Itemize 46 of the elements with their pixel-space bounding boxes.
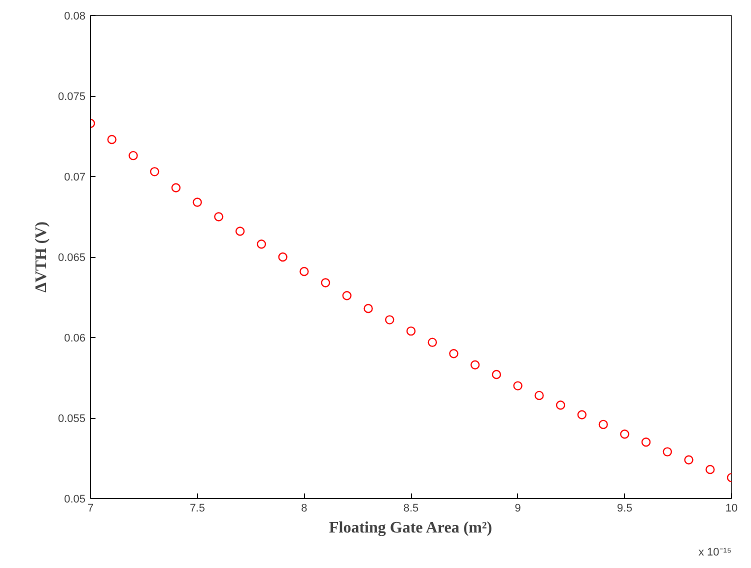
- point: [556, 400, 566, 410]
- x-tick-label: 10: [725, 502, 738, 514]
- y-axis-title: ΔVTH (V): [32, 222, 50, 292]
- point: [128, 150, 138, 160]
- y-tick-label: 0.075: [58, 91, 86, 103]
- point: [364, 304, 373, 314]
- point: [342, 291, 352, 300]
- point: [150, 167, 160, 176]
- point: [107, 134, 116, 144]
- point: [428, 338, 437, 347]
- point: [706, 464, 715, 474]
- point: [192, 198, 202, 207]
- point: [256, 240, 266, 249]
- x-tick-label: 9: [514, 502, 521, 514]
- point: [278, 252, 288, 262]
- point: [662, 447, 672, 456]
- y-tick-label: 0.07: [64, 172, 86, 184]
- point: [513, 381, 522, 390]
- point: [320, 278, 330, 288]
- text: x 10⁻¹⁵: [698, 546, 732, 558]
- point: [300, 266, 309, 276]
- point: [684, 455, 694, 464]
- point: [492, 370, 502, 380]
- point: [214, 212, 224, 222]
- point: [620, 430, 630, 439]
- x-tick-label: 7: [87, 502, 94, 514]
- x-tick-label: 9.5: [617, 502, 632, 514]
- point: [470, 360, 480, 370]
- y-tick-label: 0.065: [58, 252, 86, 264]
- point: [406, 326, 416, 336]
- x-tick-label: 7.5: [190, 502, 205, 514]
- point: [577, 410, 587, 420]
- x-axis-title: Floating Gate Area (m²): [328, 520, 492, 536]
- point: [235, 226, 245, 236]
- y-tick-label: 0.06: [64, 332, 86, 344]
- point: [598, 420, 608, 430]
- point: [171, 183, 181, 192]
- point: [385, 315, 394, 324]
- x-tick-label: 8: [301, 502, 308, 514]
- x-tick-label: 8.5: [403, 502, 419, 514]
- y-tick-label: 0.055: [58, 413, 86, 425]
- y-tick-label: 0.08: [64, 10, 86, 22]
- point: [449, 349, 458, 358]
- y-tick-label: 0.05: [64, 494, 86, 506]
- point: [641, 438, 651, 447]
- point: [534, 390, 544, 400]
